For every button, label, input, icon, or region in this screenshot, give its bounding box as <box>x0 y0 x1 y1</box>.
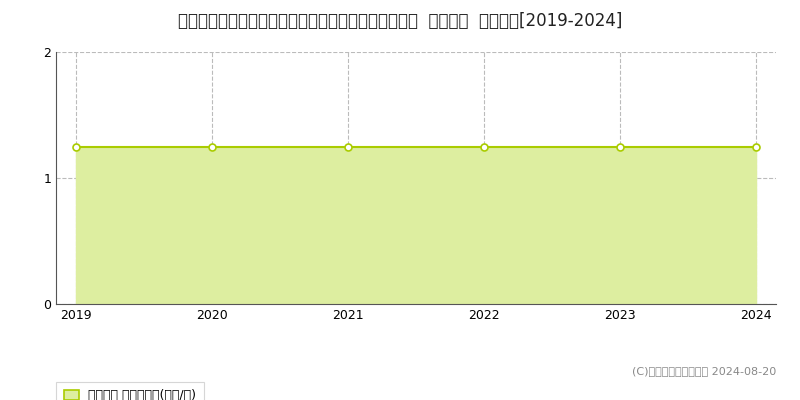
Legend: 地価公示 平均坤単価(万円/坤): 地価公示 平均坤単価(万円/坤) <box>56 382 204 400</box>
Point <box>70 143 82 150</box>
Point <box>342 143 354 150</box>
Text: 東京都西多摩郡瑞穂町大字箔根ケ崎字武蔵野９６７番  地価公示  地価推移[2019-2024]: 東京都西多摩郡瑞穂町大字箔根ケ崎字武蔵野９６７番 地価公示 地価推移[2019-… <box>178 12 622 30</box>
Point <box>750 143 762 150</box>
Point <box>206 143 218 150</box>
Point <box>614 143 626 150</box>
Point <box>478 143 490 150</box>
Text: (C)土地価格ドットコム 2024-08-20: (C)土地価格ドットコム 2024-08-20 <box>632 366 776 376</box>
